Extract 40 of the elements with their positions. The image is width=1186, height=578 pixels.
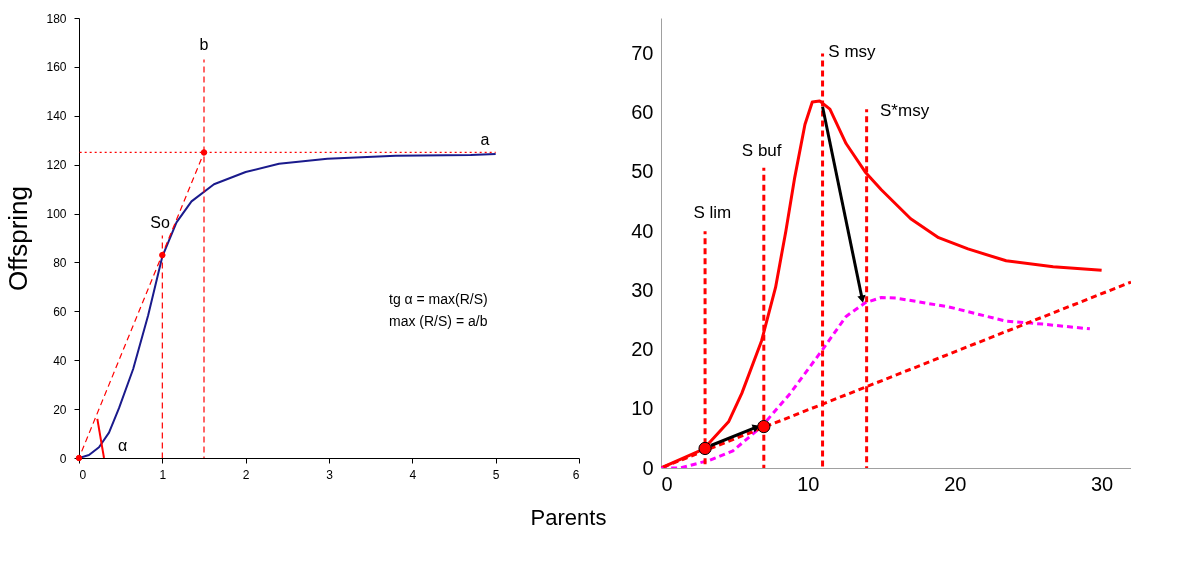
y-tick-label: 50 xyxy=(631,160,654,183)
x-tick-label: 5 xyxy=(492,467,500,482)
annotation: α xyxy=(117,436,128,454)
y-tick-label: 40 xyxy=(631,219,654,242)
x-tick-label: 0 xyxy=(661,472,673,495)
y-tick-label: 70 xyxy=(631,42,654,65)
y-tick-label: 140 xyxy=(46,109,67,124)
y-tick-label: 20 xyxy=(631,338,654,361)
annotation: S buf xyxy=(741,140,782,160)
y-tick-label: 10 xyxy=(631,397,654,420)
x-tick-label: 2 xyxy=(242,467,250,482)
y-tick-label: 60 xyxy=(53,304,67,319)
annotation: S*msy xyxy=(880,101,930,121)
x-tick-label: 30 xyxy=(1091,472,1114,495)
y-tick-label: 30 xyxy=(631,278,654,301)
y-tick-label: 180 xyxy=(46,11,67,26)
y-tick-label: 80 xyxy=(53,255,67,270)
annotation: S msy xyxy=(828,42,877,62)
y-tick-label: 100 xyxy=(46,207,67,222)
x-tick-label: 1 xyxy=(159,467,167,482)
annotation: S lim xyxy=(693,203,732,223)
x-tick-label: 4 xyxy=(409,467,417,482)
y-tick-label: 40 xyxy=(53,353,67,368)
y-tick-label: 160 xyxy=(46,60,67,75)
x-tick-label: 20 xyxy=(944,472,967,495)
annotation: a xyxy=(480,131,490,149)
y-tick-label: 0 xyxy=(59,451,67,466)
x-tick-label: 10 xyxy=(797,472,820,495)
y-axis-title: Offspring xyxy=(3,185,34,292)
y-tick-label: 20 xyxy=(53,402,67,417)
annotation: max (R/S) = a/b xyxy=(389,312,488,329)
x-tick-label: 6 xyxy=(572,467,580,482)
annotation: b xyxy=(199,35,209,53)
x-tick-label: 0 xyxy=(79,467,87,482)
x-axis-title: Parents xyxy=(530,505,607,530)
annotation: tg α = max(R/S) xyxy=(389,290,488,307)
y-tick-label: 120 xyxy=(46,158,67,173)
annotation: So xyxy=(150,214,170,232)
y-tick-label: 60 xyxy=(631,101,654,124)
x-tick-label: 3 xyxy=(326,467,334,482)
